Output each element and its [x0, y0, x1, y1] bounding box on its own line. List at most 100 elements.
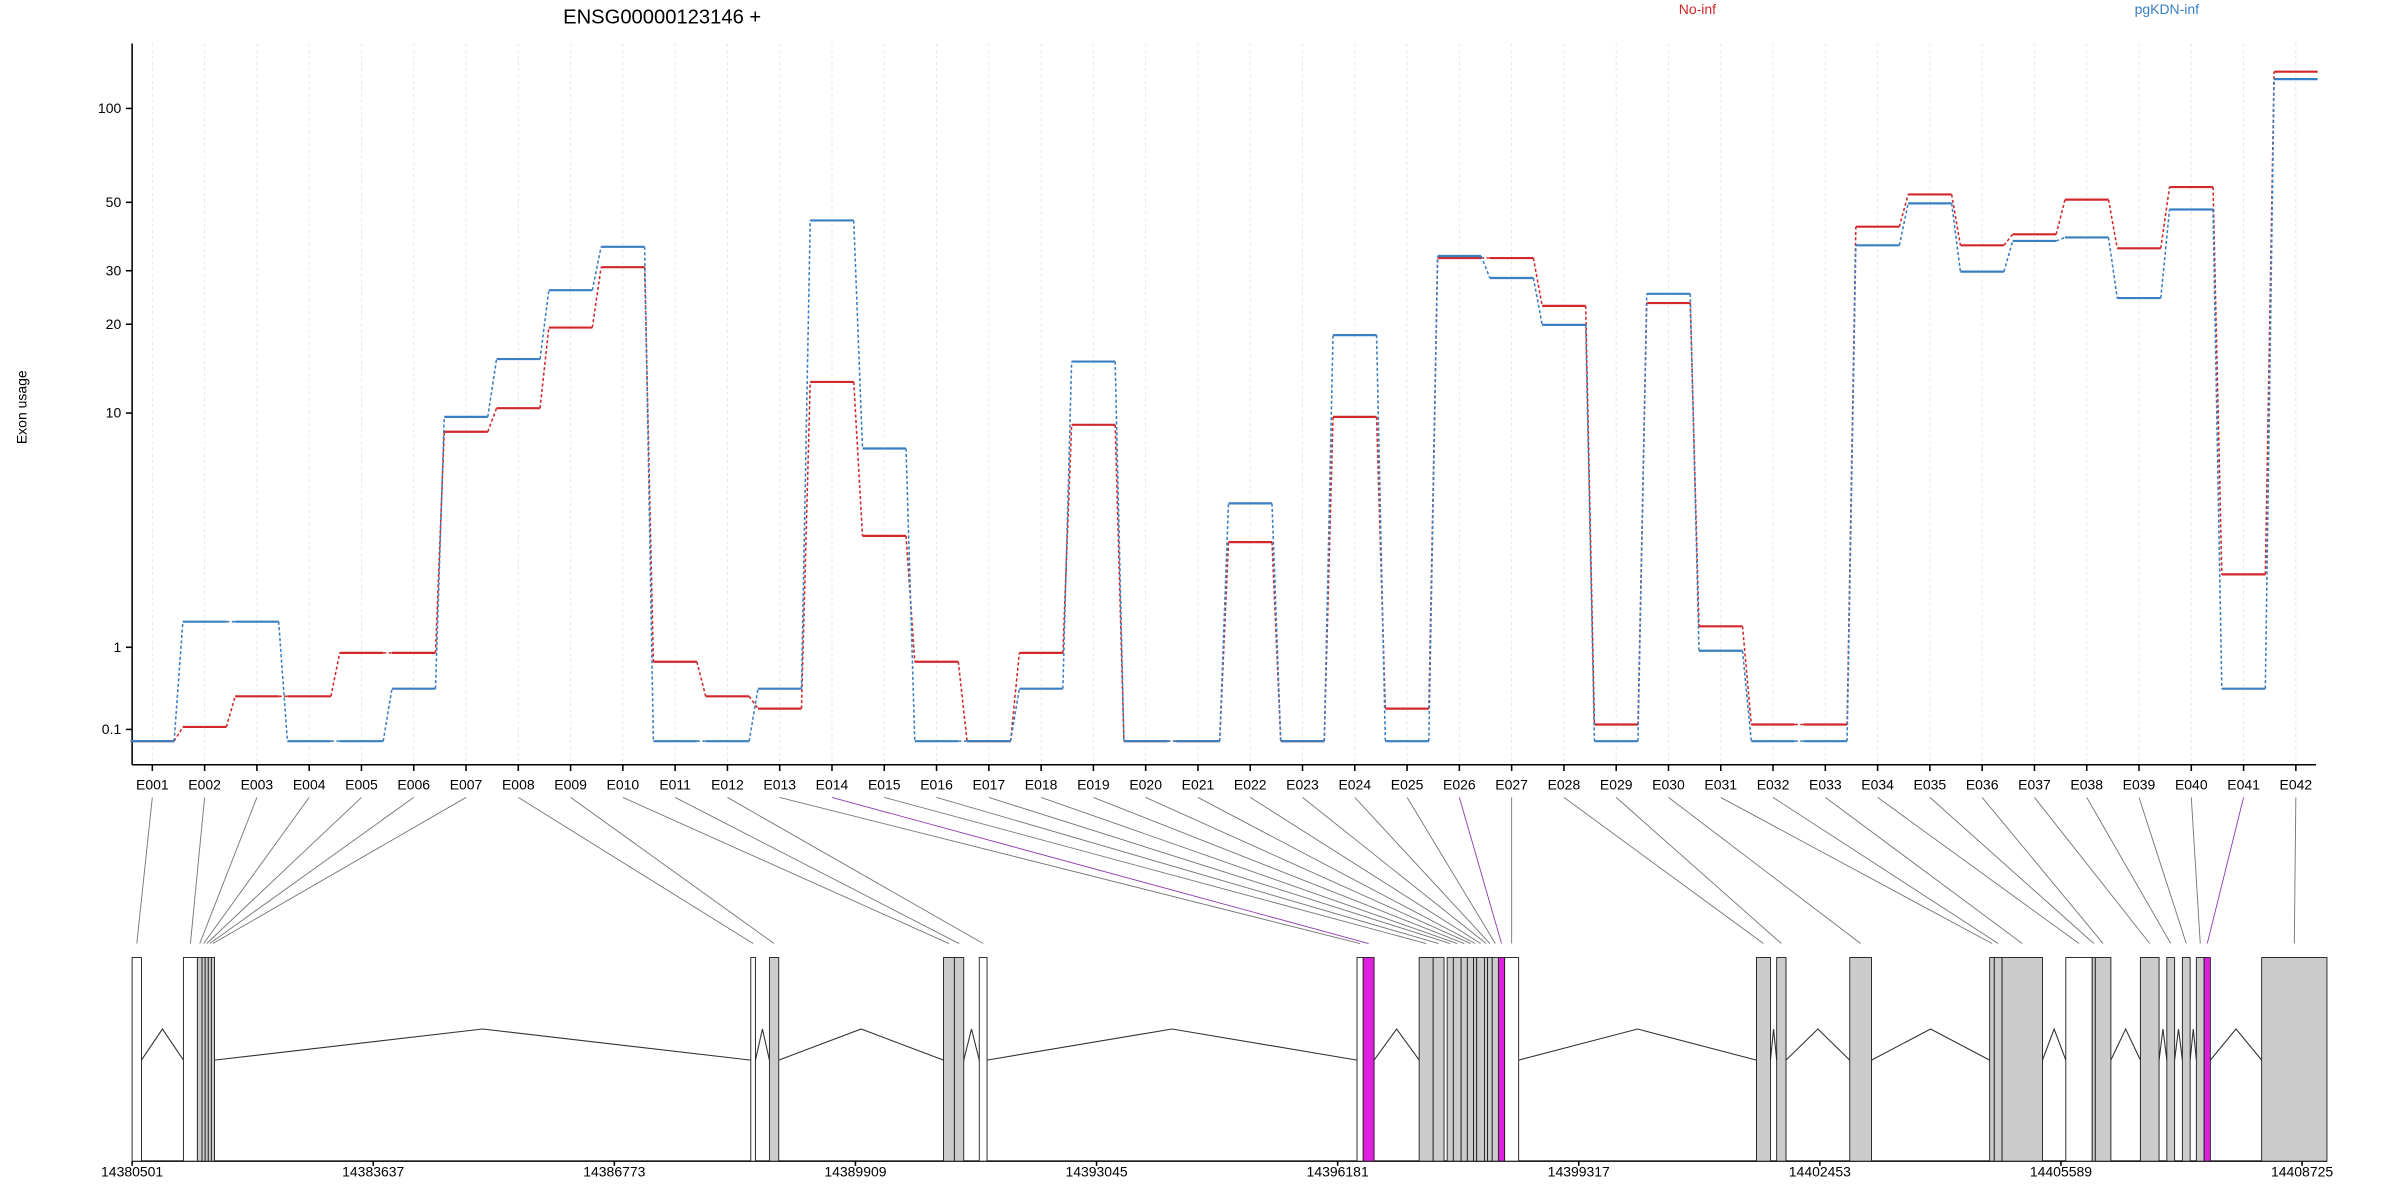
- exon: [2195, 957, 2205, 1162]
- connector: [1898, 203, 1909, 246]
- connector: [1741, 626, 1753, 725]
- x-tick-label: E010: [607, 777, 640, 793]
- exon-link: [199, 797, 258, 944]
- exon: [1487, 957, 1493, 1162]
- exon-link: [2034, 797, 2151, 944]
- connector: [591, 267, 602, 328]
- exon-link: [1668, 797, 1861, 944]
- exon-link: [1720, 796, 1993, 944]
- connector: [1584, 305, 1596, 725]
- x-tick-label: E034: [1861, 777, 1894, 793]
- exon-link: [1615, 797, 1782, 944]
- connector: [957, 661, 968, 742]
- connector: [2055, 236, 2066, 242]
- connector: [2264, 79, 2275, 689]
- connector: [2212, 187, 2223, 575]
- connector: [434, 431, 446, 653]
- exon-link: [1981, 797, 2104, 944]
- exon-link: [570, 797, 775, 944]
- connector: [173, 621, 184, 742]
- connector: [1950, 203, 1962, 272]
- connector: [2055, 199, 2066, 235]
- exon: [1989, 957, 1995, 1162]
- exon-link: [1354, 797, 1491, 944]
- x-tick-label: E019: [1077, 777, 1110, 793]
- exon-link: [1406, 797, 1496, 944]
- x-tick-label: E024: [1338, 777, 1371, 793]
- exon: [2139, 957, 2160, 1162]
- x-tick-label: E037: [2018, 777, 2051, 793]
- exon-link: [209, 797, 415, 944]
- y-tick-label: 100: [98, 100, 122, 116]
- exon-link: [1772, 797, 1999, 944]
- exon-link: [1302, 797, 1487, 944]
- connector: [1428, 256, 1439, 742]
- exon: [1476, 957, 1485, 1162]
- connector: [1009, 688, 1021, 742]
- exon-link: [884, 796, 1427, 944]
- x-tick-label: E007: [450, 777, 483, 793]
- connector: [852, 381, 864, 536]
- x-tick-label: E004: [293, 777, 326, 793]
- connector: [1218, 503, 1230, 742]
- exon: [1491, 957, 1499, 1162]
- intron: [2174, 1028, 2183, 1061]
- exon: [1356, 957, 1364, 1162]
- exon: [953, 957, 965, 1162]
- exon: [1993, 957, 2003, 1162]
- connector: [2212, 209, 2223, 689]
- x-tick-label: E040: [2175, 777, 2208, 793]
- exon: [1466, 957, 1475, 1162]
- exon: [1849, 957, 1872, 1162]
- exon: [768, 957, 780, 1162]
- connector: [2107, 237, 2119, 299]
- connector: [2003, 240, 2014, 272]
- connector: [1323, 416, 1334, 742]
- x-tick-label: E012: [711, 777, 744, 793]
- x-tick-label: E042: [2280, 777, 2313, 793]
- intron: [2041, 1027, 2067, 1061]
- exon: [1362, 957, 1375, 1162]
- exon-link: [212, 797, 467, 944]
- exon: [2091, 957, 2096, 1162]
- x-tick-label: E002: [188, 777, 221, 793]
- exon-link: [2190, 797, 2201, 944]
- exon: [2001, 957, 2043, 1162]
- connector: [696, 661, 707, 697]
- exon-link: [831, 796, 1369, 944]
- connector: [1323, 335, 1334, 742]
- y-axis-label: Exon usage: [13, 370, 29, 444]
- x-tick-label: E014: [816, 777, 849, 793]
- connector: [1114, 361, 1125, 742]
- connector: [487, 407, 498, 433]
- exon-link: [1563, 797, 1764, 944]
- x-tick-label: E011: [659, 777, 691, 793]
- y-tick-label: 1: [113, 639, 121, 655]
- x-tick-label: E017: [973, 777, 1006, 793]
- exon: [2166, 957, 2176, 1162]
- legend-entry: No-inf: [1679, 1, 1716, 17]
- exon: [2065, 957, 2093, 1162]
- x-tick-label: E038: [2070, 777, 2103, 793]
- exon: [1452, 957, 1462, 1162]
- exon: [1504, 957, 1520, 1162]
- exon-link: [674, 796, 960, 944]
- x-tick-label: E026: [1443, 777, 1476, 793]
- connector: [1741, 650, 1753, 742]
- connector: [1637, 303, 1648, 725]
- x-tick-label: E028: [1548, 777, 1581, 793]
- connector: [643, 246, 655, 742]
- exon: [210, 957, 215, 1162]
- exon: [2203, 957, 2211, 1162]
- intron: [1785, 1028, 1851, 1061]
- exon: [2261, 957, 2328, 1162]
- exon-link: [2086, 797, 2172, 944]
- connector: [173, 726, 184, 742]
- intron: [778, 1028, 944, 1061]
- connector: [2159, 209, 2171, 299]
- connector: [1846, 226, 1857, 725]
- x-tick-label: E005: [345, 777, 378, 793]
- connector: [382, 688, 393, 742]
